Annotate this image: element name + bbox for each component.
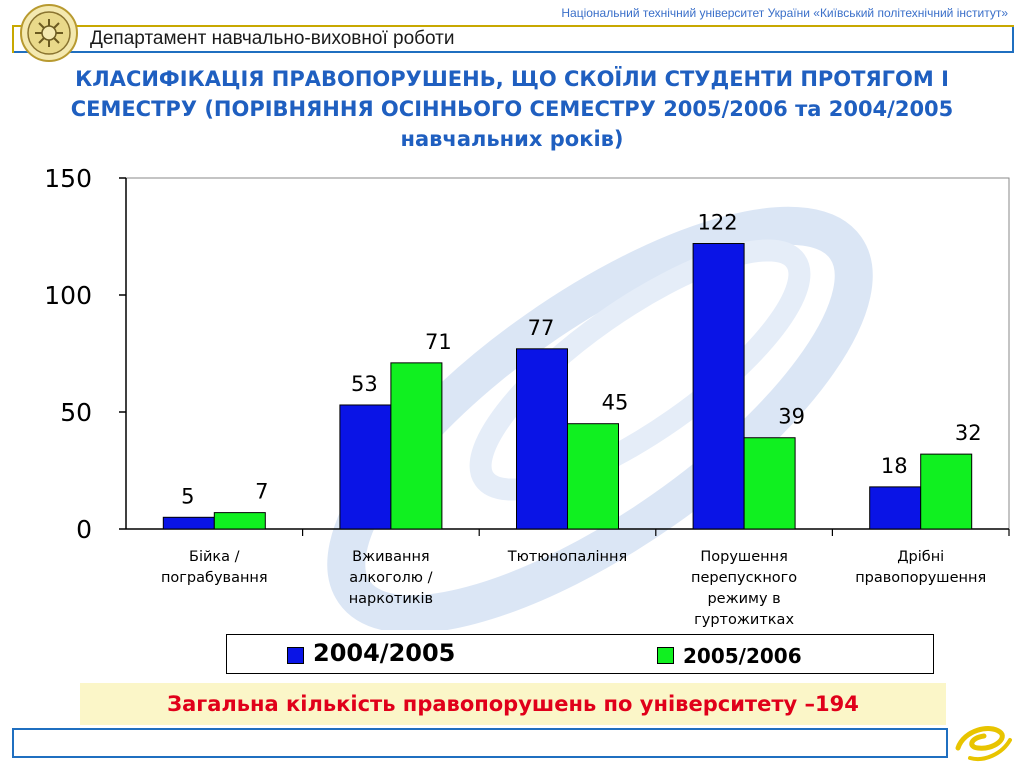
y-tick-label: 0 bbox=[76, 515, 92, 544]
university-seal-icon bbox=[20, 4, 78, 62]
background-swirl bbox=[327, 206, 873, 630]
bar-2005-2006-0 bbox=[213, 512, 266, 530]
legend-swatch-2004 bbox=[287, 647, 304, 664]
data-label: 45 bbox=[602, 391, 629, 415]
total-box bbox=[80, 683, 946, 725]
data-label: 71 bbox=[425, 330, 452, 354]
x-category-label: Тютюнопаління bbox=[507, 549, 627, 565]
bar-chart: 0 50 100 150 5 7 53 71 77 45 122 39 18 32 Бійка / пог… bbox=[44, 164, 1010, 630]
total-offenses-text: Загальна кількість правопорушень по унів… bbox=[167, 692, 859, 716]
legend-label-2005: 2005/2006 bbox=[683, 644, 802, 668]
bar-2005-2006-1 bbox=[390, 362, 443, 530]
x-category-label: Порушення перепускного режиму в гуртожитках bbox=[691, 549, 797, 628]
data-label: 5 bbox=[181, 484, 194, 508]
data-label: 7 bbox=[255, 480, 268, 504]
bar-2004-2005-4 bbox=[869, 486, 922, 530]
data-label: 53 bbox=[351, 372, 378, 396]
y-tick-label: 150 bbox=[44, 164, 92, 193]
bar-2005-2006-3 bbox=[743, 437, 796, 530]
x-category-label: Бійка / пограбування bbox=[161, 549, 268, 586]
data-label: 122 bbox=[698, 211, 738, 235]
x-category-label: Дрібні правопорушення bbox=[855, 549, 986, 586]
university-name: Національний технічний університет Украї… bbox=[561, 6, 1008, 20]
y-tick-label: 50 bbox=[60, 398, 92, 427]
legend-swatch-2005 bbox=[657, 647, 674, 664]
data-label: 32 bbox=[955, 421, 982, 445]
chart-legend: 2004/2005 2005/2006 bbox=[226, 634, 934, 674]
department-name: Департамент навчально-виховної роботи bbox=[90, 28, 455, 49]
header-accent-line bbox=[12, 25, 1014, 53]
bar-2005-2006-2 bbox=[567, 423, 619, 530]
y-tick-label: 100 bbox=[44, 281, 92, 310]
bar-2004-2005-0 bbox=[162, 516, 215, 530]
x-category-label: Вживання алкоголю / наркотиків bbox=[349, 549, 433, 607]
footer-bar bbox=[12, 728, 948, 758]
data-label: 77 bbox=[528, 316, 555, 340]
bar-2004-2005-3 bbox=[692, 243, 745, 530]
data-label: 18 bbox=[881, 454, 908, 478]
swirl-logo-icon bbox=[955, 726, 1012, 761]
legend-label-2004: 2004/2005 bbox=[313, 639, 456, 667]
data-label: 39 bbox=[778, 405, 805, 429]
bar-2004-2005-2 bbox=[516, 348, 568, 530]
chart-title: КЛАСИФІКАЦІЯ ПРАВОПОРУШЕНЬ, ЩО СКОЇЛИ СТ… bbox=[70, 67, 954, 151]
bar-2005-2006-4 bbox=[920, 453, 973, 530]
bar-2004-2005-1 bbox=[339, 404, 392, 530]
